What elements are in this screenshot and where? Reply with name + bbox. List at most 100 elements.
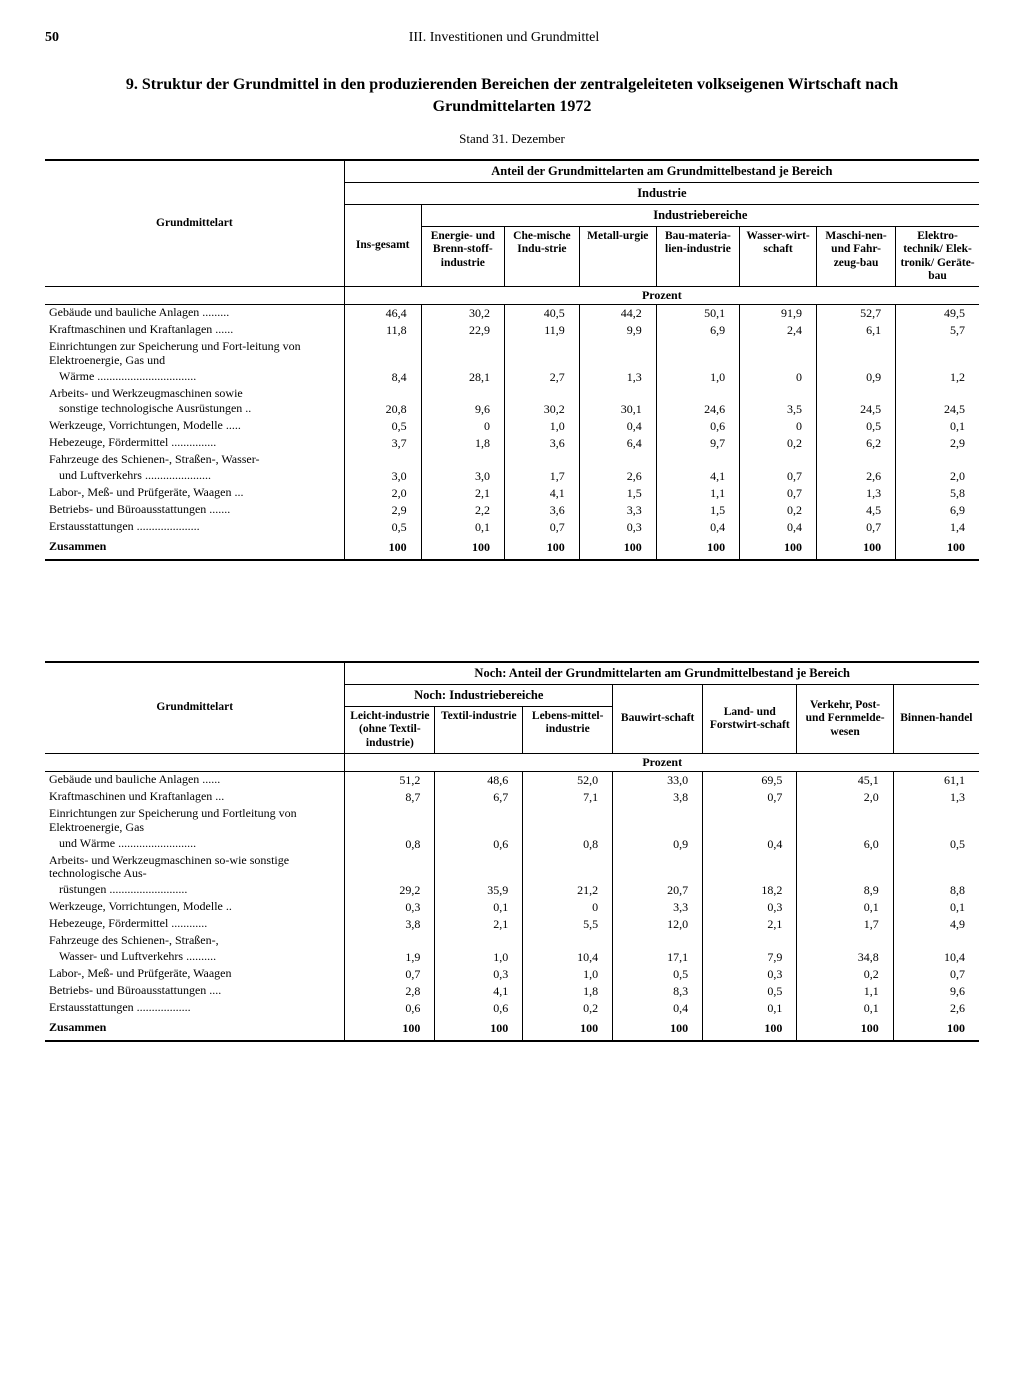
table-row: Einrichtungen zur Speicherung und Fort-l… <box>45 339 979 369</box>
t2-total-2: 100 <box>523 1017 613 1041</box>
cell: 0,3 <box>579 519 656 536</box>
cell <box>523 806 613 836</box>
cell: 0,6 <box>656 418 739 435</box>
cell: 2,2 <box>421 502 504 519</box>
cell <box>797 806 893 836</box>
cell: 24,6 <box>656 401 739 418</box>
cell: 4,5 <box>817 502 896 519</box>
cell: 0,4 <box>579 418 656 435</box>
table-row: Kraftmaschinen und Kraftanlagen ...8,76,… <box>45 789 979 806</box>
col-7: Elektro-technik/ Elek-tronik/ Geräte-bau <box>896 227 979 287</box>
cell <box>740 452 817 468</box>
cell: 2,6 <box>817 468 896 485</box>
unit-row: Prozent <box>344 287 979 305</box>
table-row: Arbeits- und Werkzeugmaschinen so-wie so… <box>45 853 979 883</box>
cell: 6,2 <box>817 435 896 452</box>
t2-total-4: 100 <box>703 1017 797 1041</box>
table-row: Labor-, Meß- und Prüfgeräte, Waagen0,70,… <box>45 966 979 983</box>
cell <box>797 853 893 883</box>
cell <box>344 339 421 369</box>
cell: 10,4 <box>523 949 613 966</box>
cell: 1,7 <box>505 468 580 485</box>
cell: 4,1 <box>435 983 523 1000</box>
row-label: Erstausstattungen ..................... <box>45 519 344 536</box>
cell <box>893 933 979 949</box>
cell <box>345 853 435 883</box>
super-header-2: Noch: Anteil der Grundmittelarten am Gru… <box>345 662 979 685</box>
t1-total-5: 100 <box>740 536 817 560</box>
t2-col-2: Lebens-mittel-industrie <box>523 707 613 754</box>
cell <box>435 933 523 949</box>
cell: 0,4 <box>740 519 817 536</box>
cell: 0,3 <box>703 966 797 983</box>
row-label: Erstausstattungen .................. <box>45 1000 345 1017</box>
t1-total-7: 100 <box>896 536 979 560</box>
ind-sub-header-2: Noch: Industriebereiche <box>345 685 613 707</box>
t1-total-1: 100 <box>421 536 504 560</box>
cell: 3,8 <box>613 789 703 806</box>
t2-total-0: 100 <box>345 1017 435 1041</box>
cell: 2,0 <box>344 485 421 502</box>
col-label: Grundmittelart <box>45 160 344 286</box>
row-label: Kraftmaschinen und Kraftanlagen ...... <box>45 322 344 339</box>
cell: 0,3 <box>435 966 523 983</box>
cell: 11,8 <box>344 322 421 339</box>
table-row: Wasser- und Luftverkehrs ..........1,91,… <box>45 949 979 966</box>
row-label: rüstungen .......................... <box>45 882 345 899</box>
unit-row-2: Prozent <box>345 753 979 771</box>
table-row: rüstungen ..........................29,2… <box>45 882 979 899</box>
cell: 10,4 <box>893 949 979 966</box>
cell: 21,2 <box>523 882 613 899</box>
cell: 0,6 <box>435 836 523 853</box>
cell: 0,7 <box>505 519 580 536</box>
cell: 9,6 <box>893 983 979 1000</box>
cell <box>893 806 979 836</box>
cell: 2,4 <box>740 322 817 339</box>
cell: 8,4 <box>344 369 421 386</box>
row-label: Hebezeuge, Fördermittel ............ <box>45 916 345 933</box>
cell: 30,1 <box>579 401 656 418</box>
cell: 2,6 <box>893 1000 979 1017</box>
row-label: Wasser- und Luftverkehrs .......... <box>45 949 345 966</box>
t2-col-5: Verkehr, Post- und Fernmelde-wesen <box>797 685 893 754</box>
cell <box>505 339 580 369</box>
table-row: Betriebs- und Büroausstattungen ....2,84… <box>45 983 979 1000</box>
cell: 3,5 <box>740 401 817 418</box>
t1-total-3: 100 <box>579 536 656 560</box>
row-label: Arbeits- und Werkzeugmaschinen sowie <box>45 386 344 402</box>
cell: 0,7 <box>740 485 817 502</box>
cell <box>345 806 435 836</box>
cell: 2,7 <box>505 369 580 386</box>
row-label: Gebäude und bauliche Anlagen ......... <box>45 305 344 323</box>
cell <box>435 806 523 836</box>
cell: 6,4 <box>579 435 656 452</box>
cell: 49,5 <box>896 305 979 323</box>
cell: 3,0 <box>421 468 504 485</box>
cell: 0 <box>740 418 817 435</box>
cell <box>817 339 896 369</box>
col-label-2: Grundmittelart <box>45 662 345 753</box>
cell: 2,0 <box>797 789 893 806</box>
table-row: Erstausstattungen ..................0,60… <box>45 1000 979 1017</box>
cell <box>421 339 504 369</box>
row-label: Werkzeuge, Vorrichtungen, Modelle ..... <box>45 418 344 435</box>
cell: 4,1 <box>505 485 580 502</box>
cell: 0,4 <box>613 1000 703 1017</box>
cell: 52,7 <box>817 305 896 323</box>
t1-total-2: 100 <box>505 536 580 560</box>
cell <box>817 452 896 468</box>
cell: 61,1 <box>893 771 979 789</box>
row-label: und Wärme .......................... <box>45 836 345 853</box>
table-title: 9. Struktur der Grundmittel in den produ… <box>75 74 949 117</box>
cell: 0,8 <box>345 836 435 853</box>
table-row: Labor-, Meß- und Prüfgeräte, Waagen ...2… <box>45 485 979 502</box>
cell: 69,5 <box>703 771 797 789</box>
row-label: Betriebs- und Büroausstattungen .... <box>45 983 345 1000</box>
cell: 2,0 <box>896 468 979 485</box>
cell: 2,9 <box>344 502 421 519</box>
cell: 3,6 <box>505 502 580 519</box>
cell: 1,3 <box>817 485 896 502</box>
cell: 30,2 <box>505 401 580 418</box>
cell: 29,2 <box>345 882 435 899</box>
cell: 2,9 <box>896 435 979 452</box>
